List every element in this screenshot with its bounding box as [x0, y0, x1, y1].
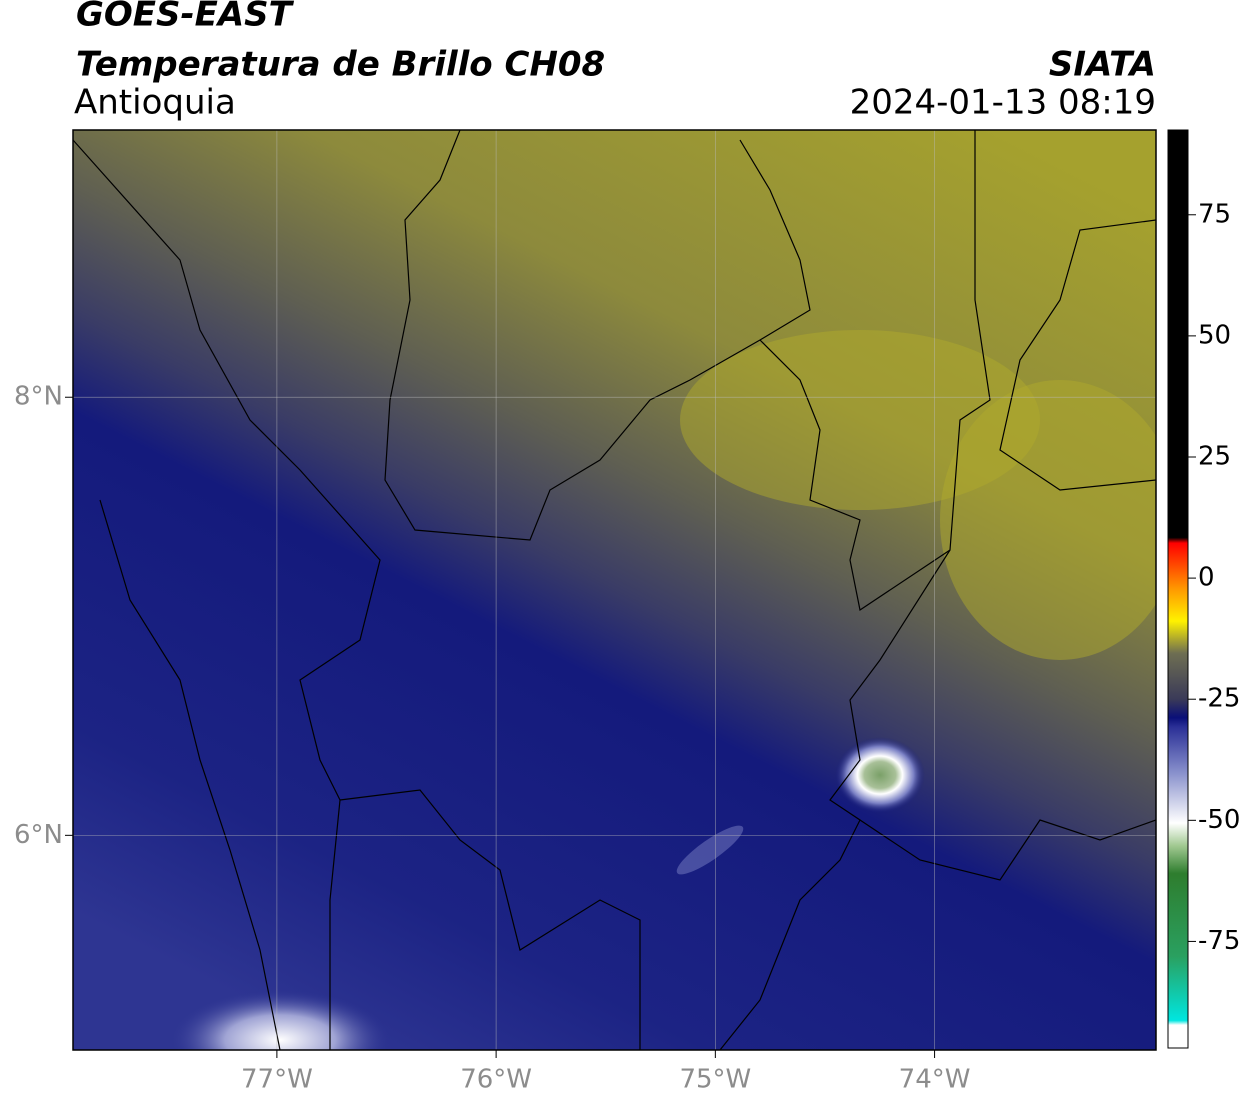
colorbar-tick-label: -75: [1198, 926, 1240, 956]
x-tick-label: 76°W: [460, 1065, 532, 1095]
map-field: [73, 130, 1156, 1050]
colorbar-tick-label: 0: [1198, 563, 1215, 593]
colorbar-tick-label: 75: [1198, 199, 1231, 229]
colorbar-tick-label: 25: [1198, 441, 1231, 471]
x-tick-label: 77°W: [241, 1065, 313, 1095]
x-tick-label: 75°W: [679, 1065, 751, 1095]
colorbar: [1167, 129, 1189, 1049]
source: SIATA: [1049, 45, 1156, 85]
colorbar-tick-label: -50: [1198, 805, 1240, 835]
x-tick-label: 74°W: [899, 1065, 971, 1095]
grid: [73, 130, 1156, 1050]
datetime: 2024-01-13 08:19: [850, 83, 1156, 123]
colorbar-tick-label: -25: [1198, 684, 1240, 714]
y-tick-label: 6°N: [14, 820, 63, 850]
region: Antioquia: [74, 83, 236, 123]
map-frame: [72, 129, 1157, 1051]
title: GOES-EAST: [76, 0, 295, 35]
y-tick-label: 8°N: [14, 382, 63, 412]
subtitle: Temperatura de Brillo CH08: [76, 45, 605, 85]
colorbar-tick-label: 50: [1198, 320, 1231, 350]
